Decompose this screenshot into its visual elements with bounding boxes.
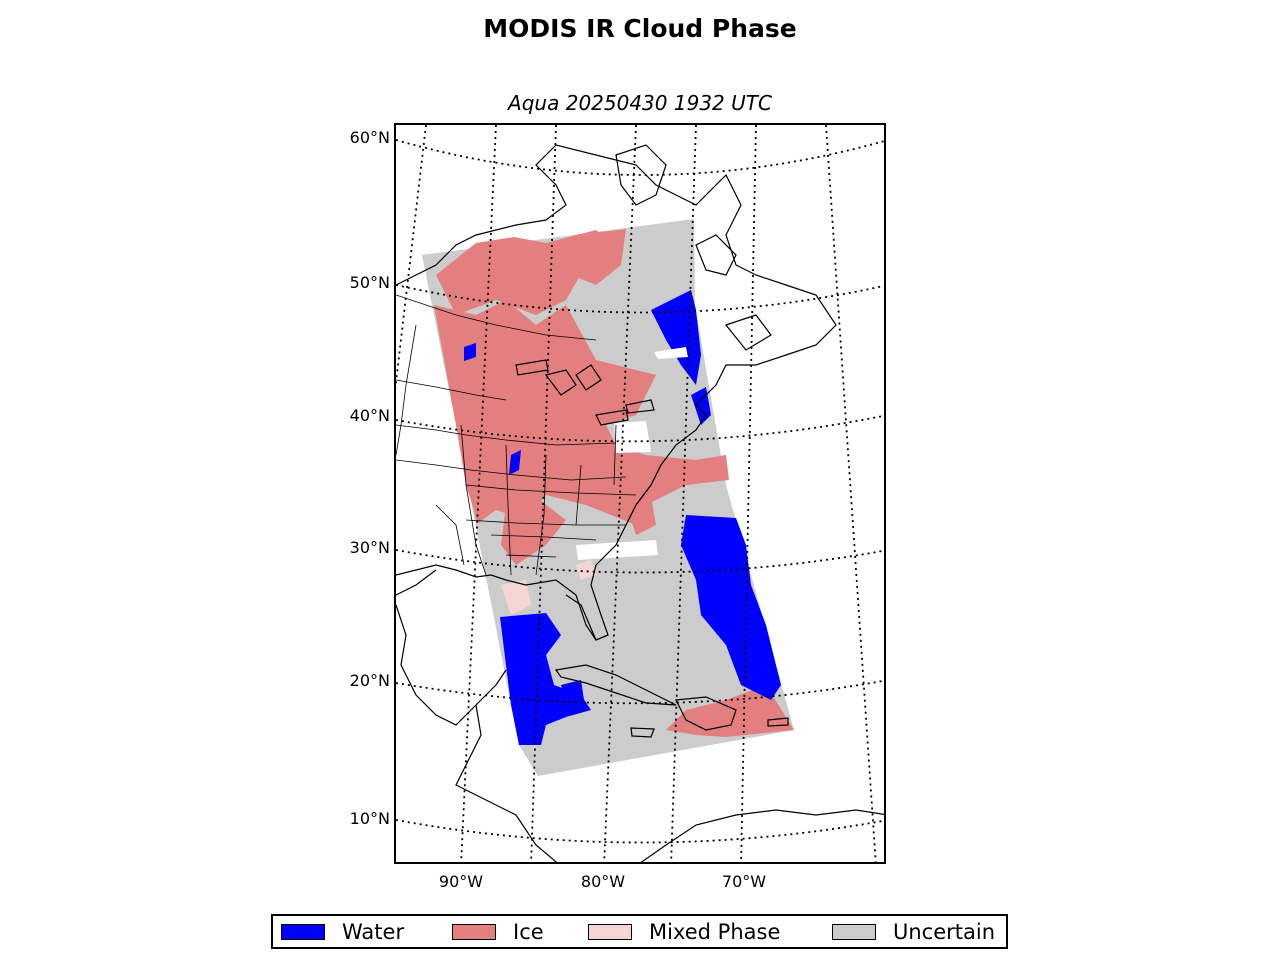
lat-label-60n: 60°N (349, 128, 390, 147)
legend-label-uncertain: Uncertain (893, 919, 996, 944)
legend-item-water: Water (281, 916, 404, 947)
legend-item-ice: Ice (452, 916, 544, 947)
lon-label-90w: 90°W (438, 872, 484, 891)
lat-label-10n: 10°N (349, 809, 390, 828)
legend-label-ice: Ice (513, 919, 544, 944)
lon-label-80w: 80°W (580, 872, 626, 891)
ice-region (456, 425, 516, 523)
map-canvas (396, 125, 884, 862)
ice-region (501, 497, 566, 565)
lat-label-50n: 50°N (349, 273, 390, 292)
lat-label-40n: 40°N (349, 406, 390, 425)
ice-region (571, 229, 626, 285)
water-region (651, 290, 701, 385)
lat-label-20n: 20°N (349, 671, 390, 690)
lon-label-70w: 70°W (721, 872, 767, 891)
legend-label-mixed-phase: Mixed Phase (649, 919, 781, 944)
water-region (500, 613, 591, 745)
map-subtitle: Aqua 20250430 1932 UTC (508, 91, 772, 115)
legend: Water Ice Mixed Phase Uncertain (271, 914, 1008, 949)
ice-region (626, 497, 656, 535)
legend-item-mixed-phase: Mixed Phase (588, 916, 780, 947)
legend-swatch-ice (452, 923, 496, 940)
ice-region (436, 230, 616, 315)
legend-item-uncertain: Uncertain (832, 916, 995, 947)
political-boundaries (396, 294, 637, 576)
mixed-phase-region (501, 560, 596, 615)
water-region (681, 515, 781, 700)
map-panel (394, 123, 886, 864)
legend-swatch-mixed-phase (588, 923, 632, 940)
legend-label-water: Water (342, 919, 405, 944)
figure-title: MODIS IR Cloud Phase (483, 14, 797, 43)
legend-swatch-water (281, 923, 325, 940)
legend-swatch-uncertain (832, 923, 876, 940)
graticule (396, 125, 884, 862)
lat-label-30n: 30°N (349, 538, 390, 557)
